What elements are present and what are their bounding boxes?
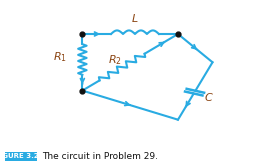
Text: $R_2$: $R_2$ (108, 53, 121, 67)
FancyBboxPatch shape (5, 152, 37, 161)
Text: The circuit in Problem 29.: The circuit in Problem 29. (42, 152, 158, 161)
Text: FIGURE 3.2.8: FIGURE 3.2.8 (0, 153, 47, 159)
Text: $L$: $L$ (131, 12, 139, 24)
Text: $C$: $C$ (204, 91, 214, 103)
Text: $R_1$: $R_1$ (53, 50, 67, 64)
